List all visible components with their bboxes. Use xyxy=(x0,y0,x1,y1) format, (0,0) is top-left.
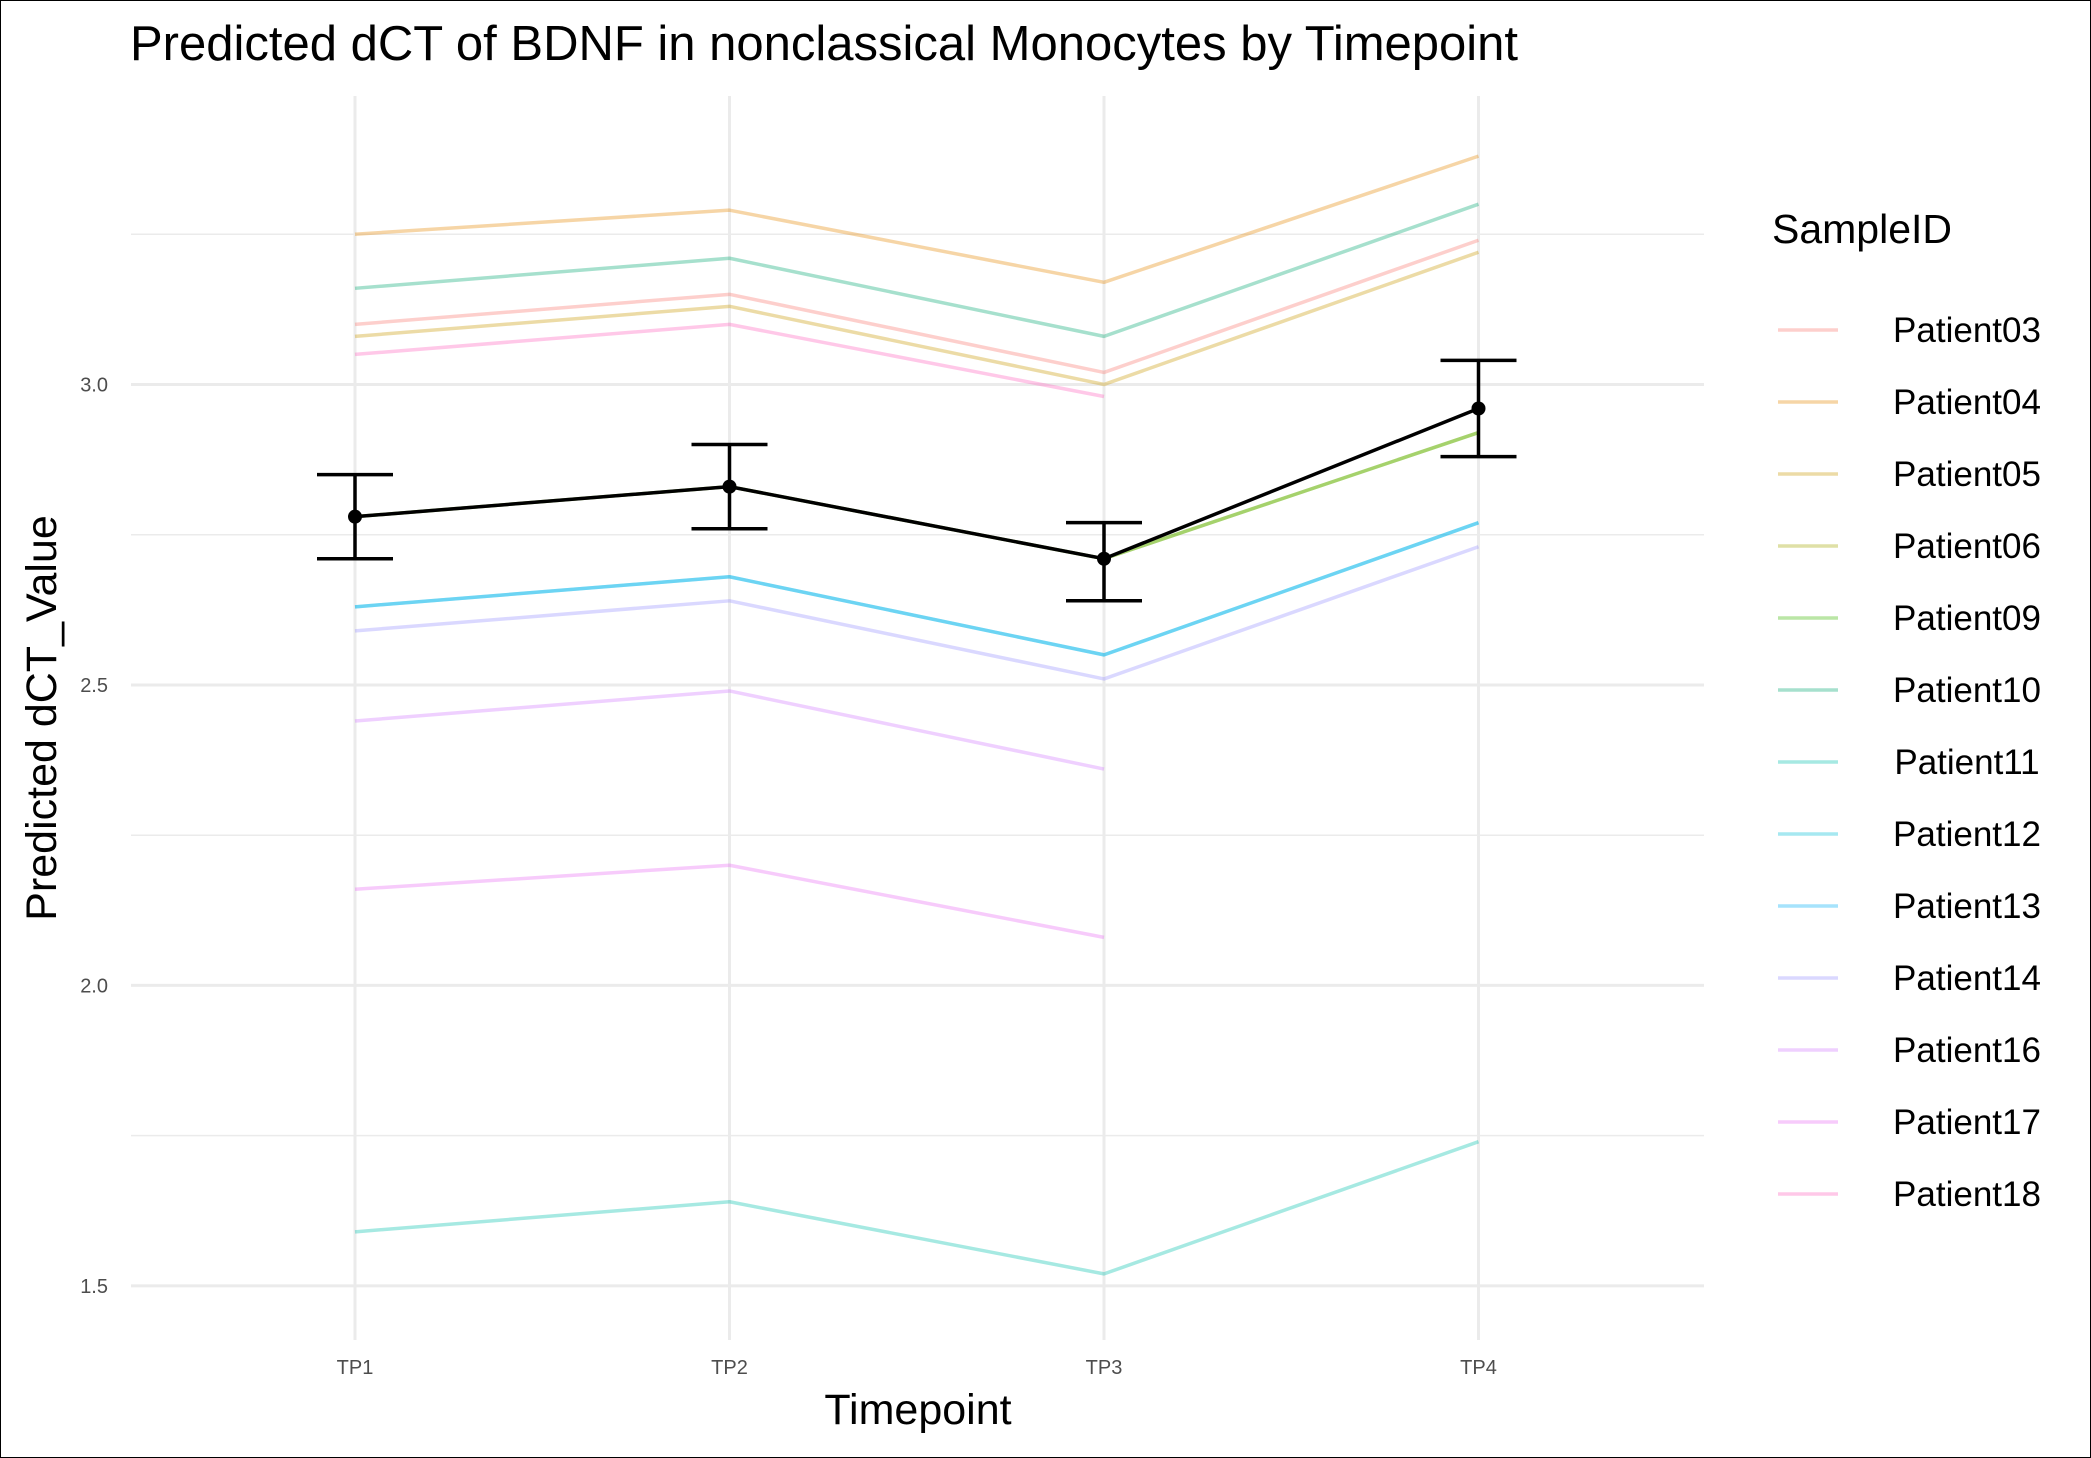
legend-label-patient12: Patient12 xyxy=(1893,815,2041,854)
legend-label-patient03: Patient03 xyxy=(1893,311,2041,350)
minor-gridlines xyxy=(131,233,1704,1137)
legend-label-patient04: Patient04 xyxy=(1893,383,2041,422)
series-line-patient09 xyxy=(354,430,1480,561)
series-line-patient16 xyxy=(354,689,1105,771)
series-line-patient17 xyxy=(354,863,1105,940)
major-gridlines xyxy=(131,96,1704,1340)
mean-point xyxy=(1097,551,1111,566)
series-line-patient10 xyxy=(354,202,1480,339)
mean-line xyxy=(354,406,1480,561)
legend-label-patient10: Patient10 xyxy=(1893,671,2041,710)
series-line-patient11 xyxy=(354,1140,1480,1276)
x-axis-title: Timepoint xyxy=(824,1386,1011,1434)
legend-label-patient17: Patient17 xyxy=(1893,1103,2041,1142)
series-line-patient13 xyxy=(354,521,1480,657)
legend-title: SampleID xyxy=(1772,206,1952,252)
mean-point xyxy=(348,509,362,524)
series-line-patient06 xyxy=(354,430,1480,561)
y-tick-label: 1.5 xyxy=(80,1276,108,1298)
legend-items: Patient03 Patient04 Patient05 Patient06 Pati… xyxy=(1778,311,2041,1214)
x-tick-label: TP3 xyxy=(1086,1357,1123,1379)
mean-point xyxy=(722,479,737,494)
x-tick-label: TP2 xyxy=(711,1357,748,1379)
series-line-patient12 xyxy=(354,521,1480,657)
series-line-patient14 xyxy=(354,545,1480,681)
mean-with-error-bars xyxy=(317,358,1517,603)
x-tick-label: TP1 xyxy=(337,1357,374,1379)
series-line-patient18 xyxy=(354,322,1105,399)
legend-label-patient18: Patient18 xyxy=(1893,1175,2041,1214)
series-line-patient04 xyxy=(354,154,1480,285)
y-tick-label: 2.5 xyxy=(80,675,108,697)
legend-label-patient11: Patient11 xyxy=(1894,743,2039,782)
y-tick-label: 2.0 xyxy=(80,975,108,997)
y-tick-labels: 1.5 2.0 2.5 3.0 xyxy=(80,374,108,1297)
legend-label-patient14: Patient14 xyxy=(1893,959,2041,998)
series-line-patient03 xyxy=(354,238,1480,375)
legend-label-patient09: Patient09 xyxy=(1893,599,2041,638)
legend-label-patient05: Patient05 xyxy=(1893,455,2041,494)
legend-label-patient13: Patient13 xyxy=(1893,887,2041,926)
patient-series-lines xyxy=(354,154,1480,1276)
legend-label-patient16: Patient16 xyxy=(1893,1031,2041,1070)
legend: SampleID Patient03Patient04Patient05Pati… xyxy=(1772,206,2041,1214)
x-tick-label: TP4 xyxy=(1460,1357,1497,1379)
y-tick-label: 3.0 xyxy=(80,374,108,396)
chart-title: Predicted dCT of BDNF in nonclassical Mo… xyxy=(130,17,1518,71)
series-line-patient05 xyxy=(354,250,1480,387)
x-tick-labels: TP1 TP2 TP3 TP4 xyxy=(337,1357,1497,1379)
y-axis-title: Predicted dCT_Value xyxy=(18,515,66,921)
mean-point xyxy=(1471,401,1486,416)
legend-label-patient06: Patient06 xyxy=(1893,527,2041,566)
